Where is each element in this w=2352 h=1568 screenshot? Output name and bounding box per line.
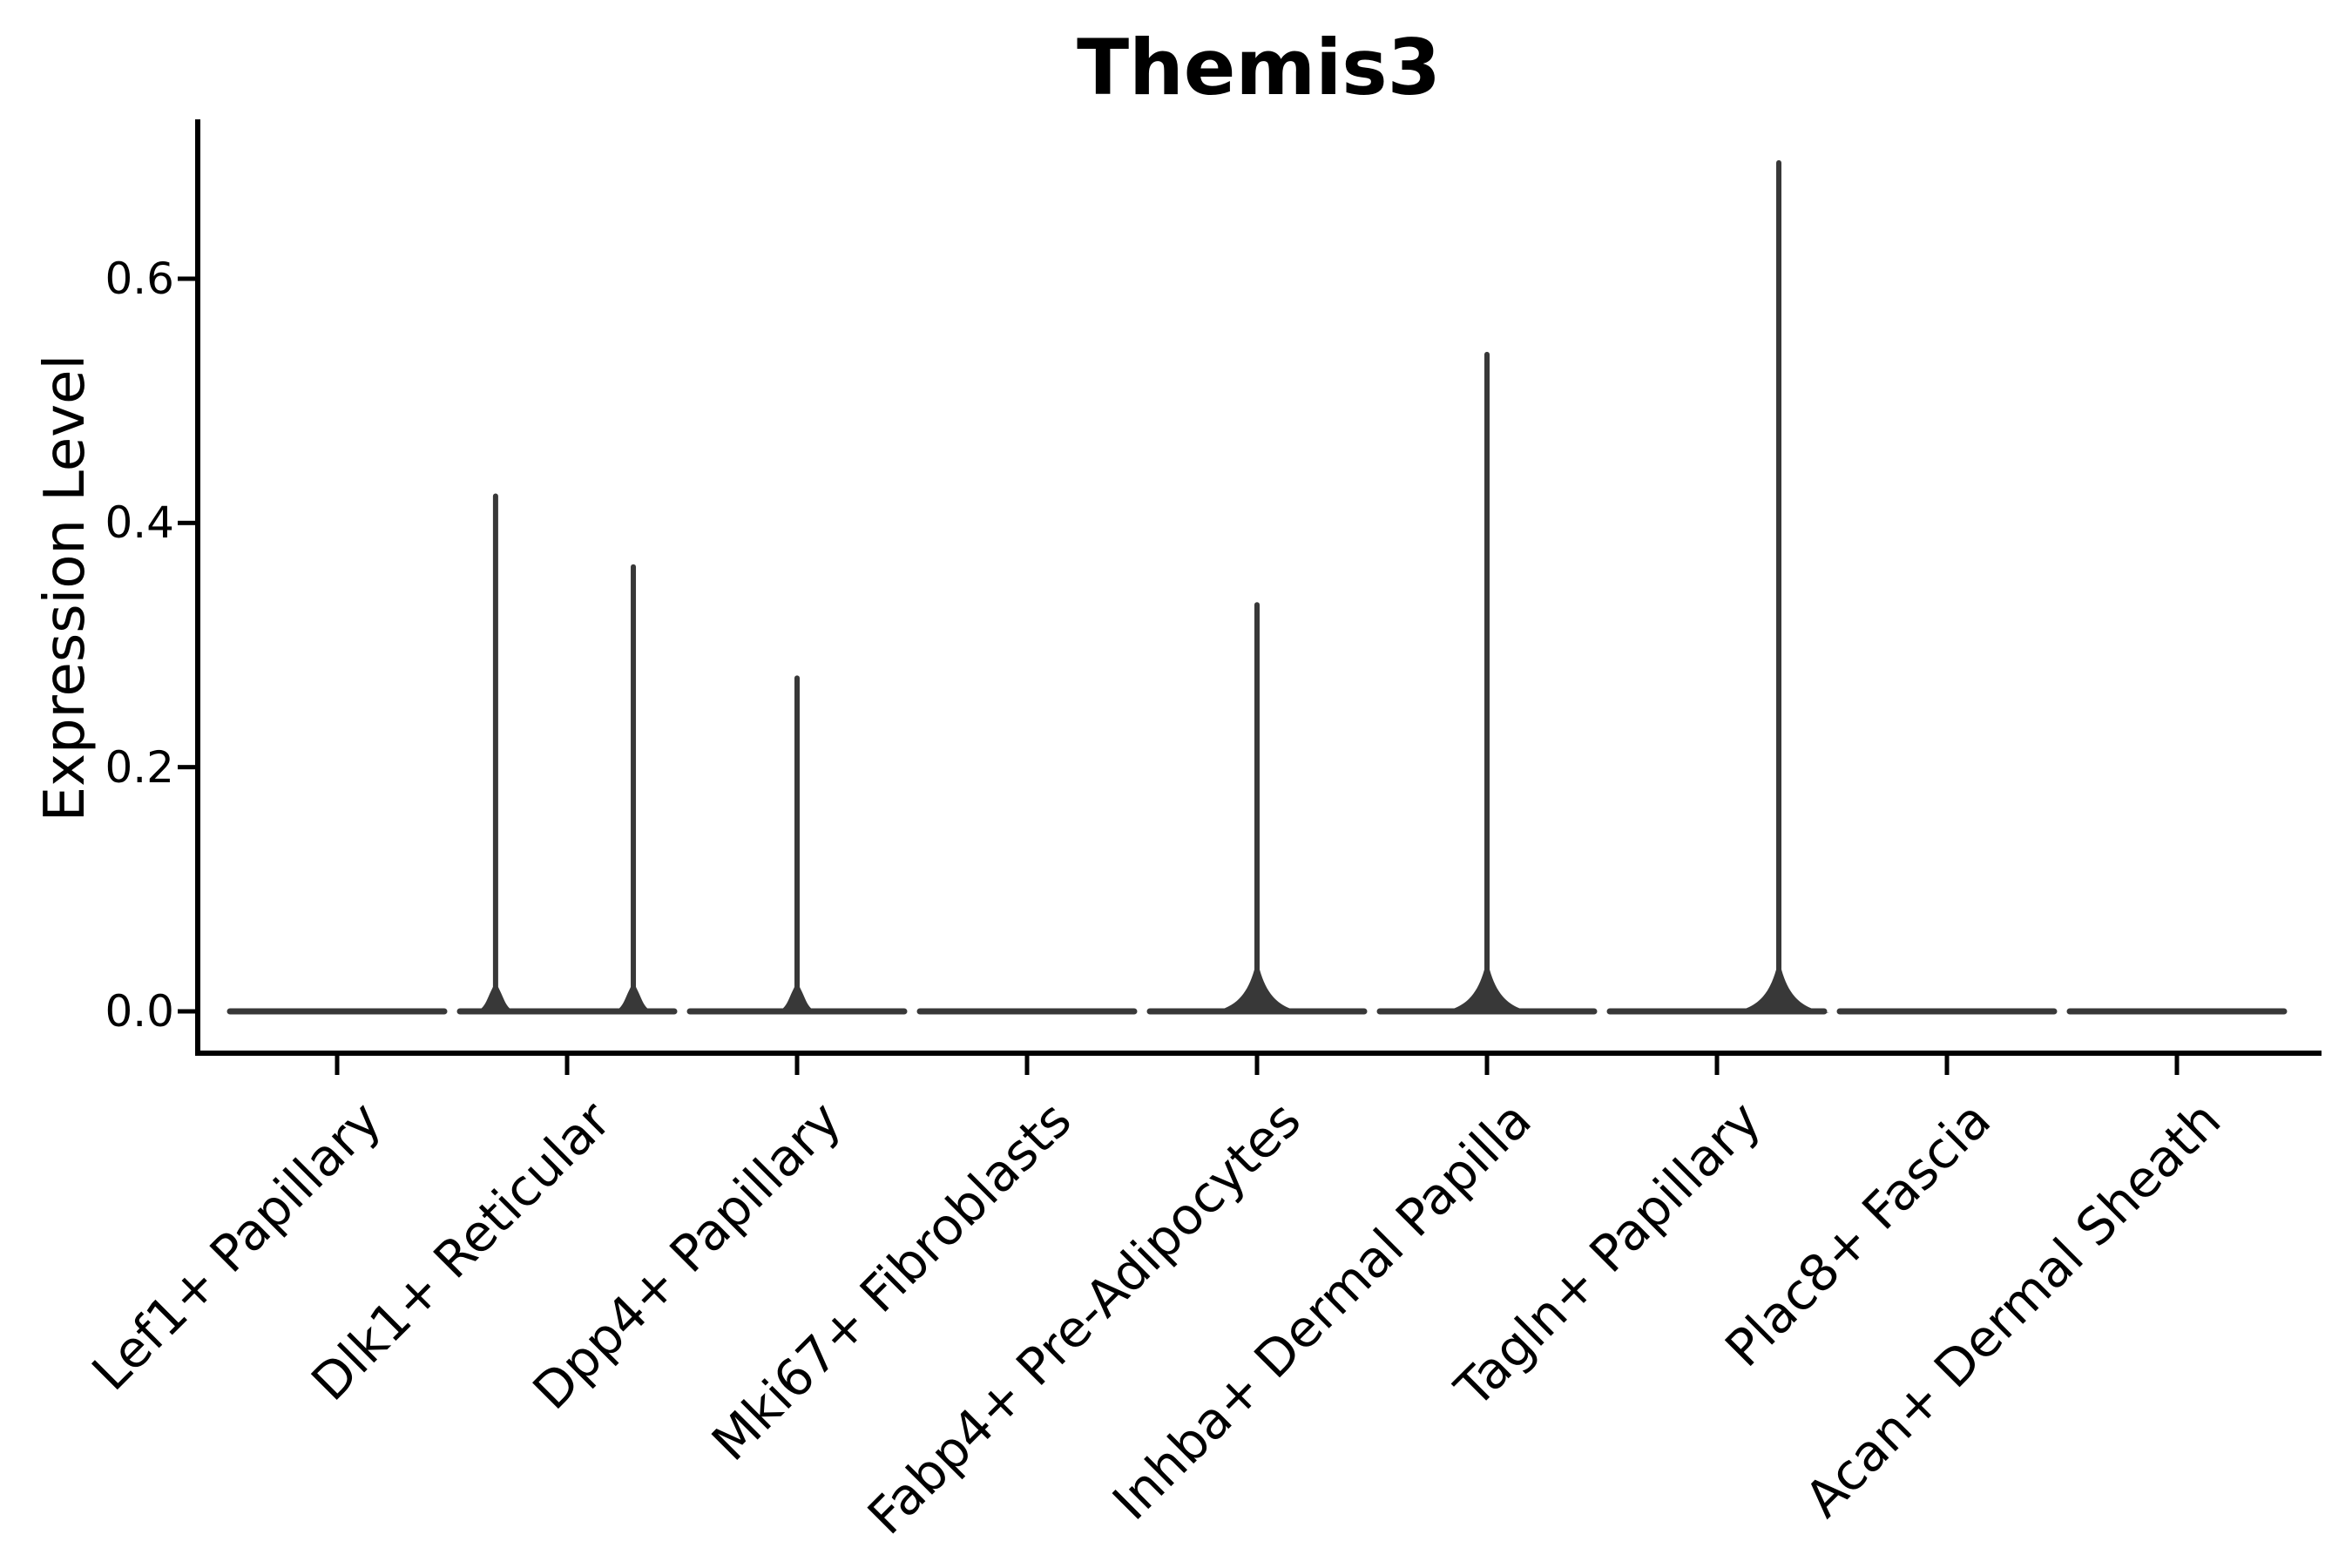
y-axis-spine	[195, 119, 200, 1056]
y-tick-mark	[178, 276, 195, 281]
y-tick-label: 0.6	[105, 253, 174, 304]
x-tick-mark	[1714, 1056, 1720, 1075]
x-tick-mark	[794, 1056, 800, 1075]
y-tick-mark	[178, 765, 195, 770]
x-tick-mark	[335, 1056, 340, 1075]
y-tick-mark	[178, 1009, 195, 1014]
x-axis-spine	[195, 1051, 2322, 1056]
x-tick-mark	[1944, 1056, 1950, 1075]
x-tick-mark	[1484, 1056, 1490, 1075]
y-tick-label: 0.2	[105, 741, 174, 793]
x-tick-mark	[2174, 1056, 2180, 1075]
y-tick-label: 0.0	[105, 986, 174, 1037]
chart-title: Themis3	[1077, 23, 1441, 112]
y-tick-mark	[178, 520, 195, 525]
y-tick-label: 0.4	[105, 497, 174, 549]
x-tick-mark	[1024, 1056, 1030, 1075]
x-tick-mark	[564, 1056, 570, 1075]
x-tick-mark	[1254, 1056, 1260, 1075]
